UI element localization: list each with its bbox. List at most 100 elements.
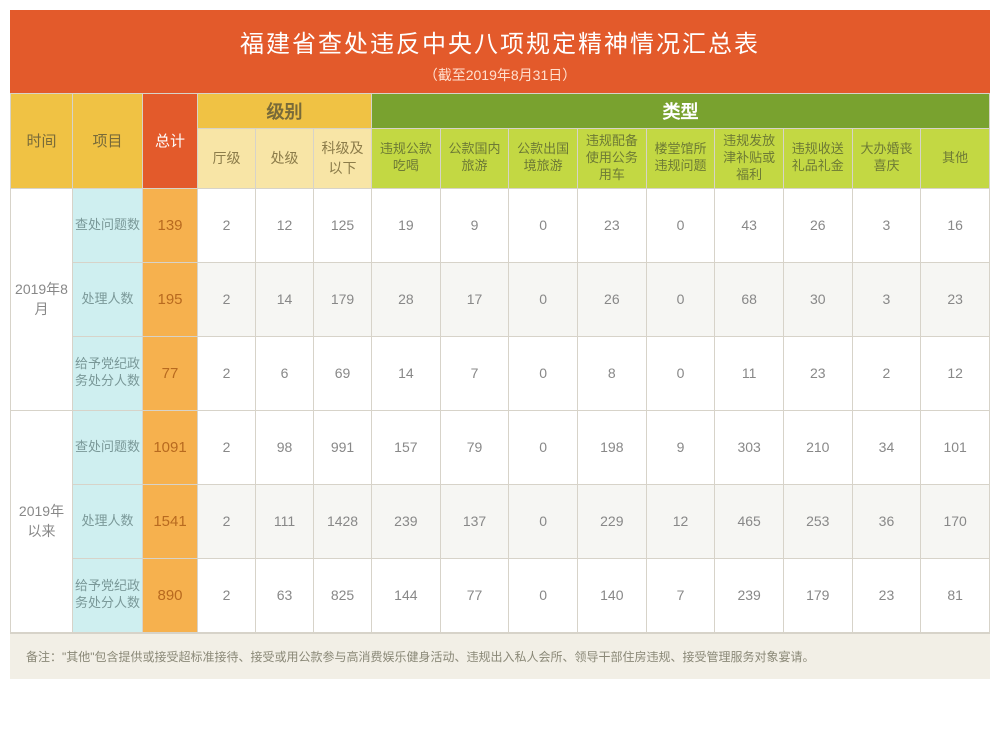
level-cell: 2: [198, 262, 256, 336]
col-level-1: 处级: [256, 129, 314, 189]
type-cell: 19: [372, 188, 441, 262]
total-cell: 77: [143, 336, 198, 410]
footnote: 备注："其他"包含提供或接受超标准接待、接受或用公款参与高消费娱乐健身活动、违规…: [10, 633, 990, 679]
level-cell: 2: [198, 558, 256, 632]
type-cell: 0: [646, 336, 715, 410]
col-type-3: 违规配备使用公务用车: [578, 129, 647, 189]
type-cell: 17: [440, 262, 509, 336]
table-row: 处理人数15412111142823913702291246525336170: [11, 484, 990, 558]
project-cell: 给予党纪政务处分人数: [73, 336, 143, 410]
time-cell: 2019年以来: [11, 410, 73, 632]
level-cell: 179: [314, 262, 372, 336]
col-level-group: 级别: [198, 94, 372, 129]
level-cell: 2: [198, 410, 256, 484]
summary-table: 时间 项目 总计 级别 类型 厅级处级科级及以下违规公款吃喝公款国内旅游公款出国…: [10, 93, 990, 633]
project-cell: 给予党纪政务处分人数: [73, 558, 143, 632]
type-cell: 0: [509, 188, 578, 262]
total-cell: 1091: [143, 410, 198, 484]
type-cell: 0: [509, 262, 578, 336]
level-cell: 98: [256, 410, 314, 484]
type-cell: 28: [372, 262, 441, 336]
type-cell: 0: [509, 410, 578, 484]
type-cell: 3: [852, 188, 921, 262]
level-cell: 825: [314, 558, 372, 632]
type-cell: 140: [578, 558, 647, 632]
table-row: 2019年8月查处问题数13921212519902304326316: [11, 188, 990, 262]
col-type-0: 违规公款吃喝: [372, 129, 441, 189]
type-cell: 101: [921, 410, 990, 484]
total-cell: 195: [143, 262, 198, 336]
col-project: 项目: [73, 94, 143, 189]
table-body: 2019年8月查处问题数13921212519902304326316处理人数1…: [11, 188, 990, 632]
report-container: 福建省查处违反中央八项规定精神情况汇总表 （截至2019年8月31日） 时间 项…: [10, 10, 990, 679]
col-level-0: 厅级: [198, 129, 256, 189]
type-cell: 34: [852, 410, 921, 484]
project-cell: 查处问题数: [73, 188, 143, 262]
level-cell: 2: [198, 484, 256, 558]
type-cell: 0: [509, 336, 578, 410]
table-head: 时间 项目 总计 级别 类型 厅级处级科级及以下违规公款吃喝公款国内旅游公款出国…: [11, 94, 990, 189]
type-cell: 79: [440, 410, 509, 484]
type-cell: 2: [852, 336, 921, 410]
level-cell: 6: [256, 336, 314, 410]
col-type-7: 大办婚丧喜庆: [852, 129, 921, 189]
project-cell: 处理人数: [73, 262, 143, 336]
type-cell: 465: [715, 484, 784, 558]
level-cell: 2: [198, 188, 256, 262]
level-cell: 63: [256, 558, 314, 632]
type-cell: 170: [921, 484, 990, 558]
col-level-2: 科级及以下: [314, 129, 372, 189]
report-title: 福建省查处违反中央八项规定精神情况汇总表: [10, 24, 990, 59]
total-cell: 890: [143, 558, 198, 632]
table-row: 给予党纪政务处分人数89026382514477014072391792381: [11, 558, 990, 632]
col-type-2: 公款出国境旅游: [509, 129, 578, 189]
type-cell: 23: [921, 262, 990, 336]
type-cell: 0: [646, 188, 715, 262]
col-total: 总计: [143, 94, 198, 189]
type-cell: 77: [440, 558, 509, 632]
type-cell: 229: [578, 484, 647, 558]
total-cell: 139: [143, 188, 198, 262]
type-cell: 36: [852, 484, 921, 558]
type-cell: 253: [783, 484, 852, 558]
type-cell: 43: [715, 188, 784, 262]
type-cell: 81: [921, 558, 990, 632]
type-cell: 239: [372, 484, 441, 558]
type-cell: 137: [440, 484, 509, 558]
type-cell: 7: [646, 558, 715, 632]
type-cell: 144: [372, 558, 441, 632]
level-cell: 111: [256, 484, 314, 558]
type-cell: 179: [783, 558, 852, 632]
type-cell: 157: [372, 410, 441, 484]
type-cell: 0: [509, 558, 578, 632]
table-row: 2019年以来查处问题数1091298991157790198930321034…: [11, 410, 990, 484]
type-cell: 23: [578, 188, 647, 262]
type-cell: 16: [921, 188, 990, 262]
col-time: 时间: [11, 94, 73, 189]
type-cell: 26: [578, 262, 647, 336]
type-cell: 7: [440, 336, 509, 410]
level-cell: 69: [314, 336, 372, 410]
level-cell: 14: [256, 262, 314, 336]
type-cell: 12: [646, 484, 715, 558]
level-cell: 1428: [314, 484, 372, 558]
type-cell: 0: [509, 484, 578, 558]
col-type-8: 其他: [921, 129, 990, 189]
type-cell: 14: [372, 336, 441, 410]
type-cell: 30: [783, 262, 852, 336]
table-row: 处理人数195214179281702606830323: [11, 262, 990, 336]
level-cell: 2: [198, 336, 256, 410]
type-cell: 3: [852, 262, 921, 336]
type-cell: 9: [440, 188, 509, 262]
level-cell: 12: [256, 188, 314, 262]
level-cell: 125: [314, 188, 372, 262]
type-cell: 210: [783, 410, 852, 484]
col-type-4: 楼堂馆所违规问题: [646, 129, 715, 189]
type-cell: 68: [715, 262, 784, 336]
report-header: 福建省查处违反中央八项规定精神情况汇总表 （截至2019年8月31日）: [10, 10, 990, 93]
project-cell: 处理人数: [73, 484, 143, 558]
type-cell: 12: [921, 336, 990, 410]
type-cell: 303: [715, 410, 784, 484]
col-type-group: 类型: [372, 94, 990, 129]
type-cell: 23: [852, 558, 921, 632]
